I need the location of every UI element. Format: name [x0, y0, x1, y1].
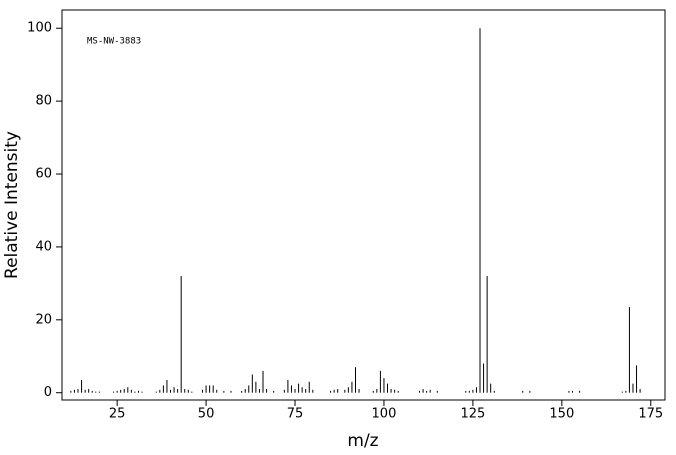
x-tick-label: 50 — [198, 407, 215, 422]
x-tick-label: 100 — [372, 407, 397, 422]
annotation: MS-NW-3883 — [87, 37, 141, 47]
y-tick-label: 100 — [27, 21, 52, 36]
y-axis-title: Relative Intensity — [2, 131, 22, 279]
x-tick-label: 175 — [638, 407, 663, 422]
y-tick-label: 40 — [35, 239, 52, 254]
plot-frame — [61, 9, 666, 401]
x-tick-label: 150 — [549, 407, 574, 422]
x-tick-label: 75 — [287, 407, 304, 422]
x-axis-title: m/z — [347, 431, 378, 451]
y-tick-label: 80 — [35, 94, 52, 109]
y-tick-label: 20 — [35, 312, 52, 327]
x-tick-label: 25 — [109, 407, 126, 422]
y-tick-label: 0 — [44, 385, 52, 400]
y-tick-label: 60 — [35, 167, 52, 182]
x-tick-label: 125 — [460, 407, 485, 422]
